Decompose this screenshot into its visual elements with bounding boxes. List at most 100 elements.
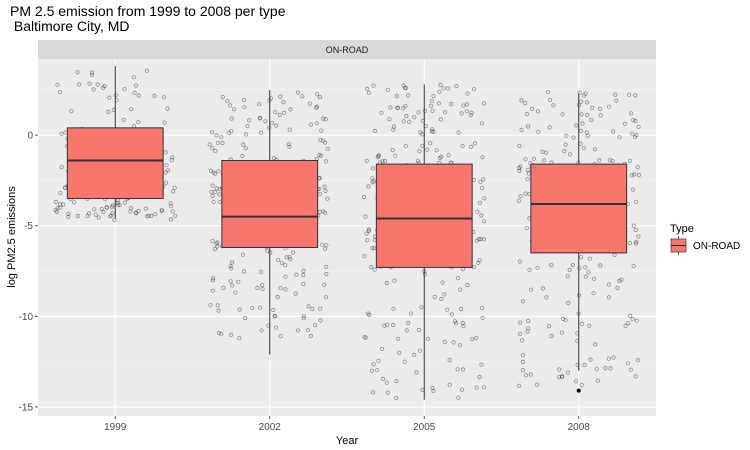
jitter-point (237, 307, 242, 312)
jitter-point (525, 124, 531, 129)
jitter-point (273, 325, 279, 330)
jitter-point (407, 119, 412, 124)
jitter-point (275, 257, 281, 262)
jitter-point (301, 281, 306, 286)
box-1999 (66, 127, 164, 200)
jitter-point (581, 146, 586, 151)
jitter-point (244, 132, 249, 137)
jitter-point (403, 86, 408, 91)
jitter-point (597, 106, 603, 112)
jitter-point (89, 70, 95, 75)
jitter-point (455, 367, 460, 372)
jitter-point (241, 142, 246, 147)
jitter-point (362, 254, 367, 259)
jitter-point (518, 320, 523, 325)
jitter-point (458, 287, 463, 292)
jitter-point (447, 357, 452, 363)
jitter-point (229, 116, 234, 121)
jitter-point (567, 267, 572, 272)
jitter-point (319, 128, 324, 133)
jitter-point (480, 305, 485, 311)
jitter-point (404, 328, 409, 333)
jitter-point (272, 314, 277, 319)
jitter-point (213, 148, 218, 153)
jitter-point (159, 207, 164, 213)
jitter-point (549, 262, 554, 268)
jitter-point (425, 147, 430, 152)
jitter-point (255, 285, 260, 290)
jitter-point (323, 210, 328, 215)
jitter-point (288, 107, 293, 112)
jitter-point (116, 202, 121, 207)
jitter-point (370, 246, 375, 251)
jitter-point (412, 115, 417, 120)
jitter-point (283, 274, 288, 279)
jitter-point (57, 90, 63, 95)
jitter-point (422, 272, 428, 277)
jitter-point (472, 141, 477, 146)
jitter-point (431, 94, 436, 99)
jitter-point (89, 72, 95, 78)
jitter-point (385, 87, 390, 92)
jitter-point (543, 150, 549, 155)
x-axis-title: Year (336, 435, 359, 447)
jitter-point (429, 129, 434, 134)
jitter-point (461, 324, 466, 329)
jitter-point (301, 268, 306, 274)
jitter-point (566, 300, 571, 306)
jitter-point (436, 101, 441, 106)
jitter-point (610, 158, 615, 163)
jitter-point (523, 191, 528, 196)
jitter-point (217, 200, 222, 205)
jitter-point (454, 84, 459, 89)
jitter-point (633, 241, 638, 246)
jitter-point (626, 320, 631, 326)
jitter-point (228, 279, 233, 284)
jitter-point (606, 356, 611, 361)
jitter-point (468, 144, 474, 149)
jitter-point (133, 83, 139, 88)
jitter-point (476, 260, 481, 265)
jitter-point (430, 108, 435, 113)
jitter-point (517, 168, 522, 173)
jitter-point (55, 205, 60, 210)
y-tick-label: -5 (24, 221, 33, 232)
jitter-point (85, 213, 90, 218)
jitter-point (636, 234, 641, 239)
jitter-point (53, 208, 58, 213)
jitter-point (325, 146, 330, 151)
jitter-point (610, 129, 616, 134)
jitter-point (216, 308, 221, 313)
jitter-point (442, 292, 447, 297)
jitter-point (308, 122, 313, 127)
jitter-point (479, 121, 484, 126)
jitter-point (374, 368, 380, 373)
jitter-point (136, 93, 141, 98)
jitter-point (480, 315, 485, 320)
jitter-point (547, 97, 553, 102)
jitter-point (387, 117, 392, 122)
jitter-point (464, 102, 470, 107)
jitter-point (460, 320, 465, 326)
jitter-point (418, 130, 423, 135)
jitter-point (535, 265, 540, 270)
jitter-point (540, 149, 545, 154)
jitter-point (428, 103, 434, 108)
jitter-point (475, 209, 480, 214)
jitter-point (363, 335, 368, 340)
jitter-point (633, 227, 638, 233)
jitter-point (480, 186, 485, 191)
jitter-point (479, 213, 484, 218)
jitter-point (524, 112, 530, 117)
jitter-point (540, 286, 546, 291)
jitter-point (152, 93, 157, 99)
jitter-point (412, 352, 417, 357)
jitter-point (301, 272, 306, 278)
jitter-point (275, 294, 280, 300)
jitter-point (480, 155, 485, 160)
jitter-point (474, 385, 479, 390)
jitter-point (128, 206, 133, 211)
jitter-point (279, 260, 284, 265)
jitter-point (565, 370, 571, 375)
